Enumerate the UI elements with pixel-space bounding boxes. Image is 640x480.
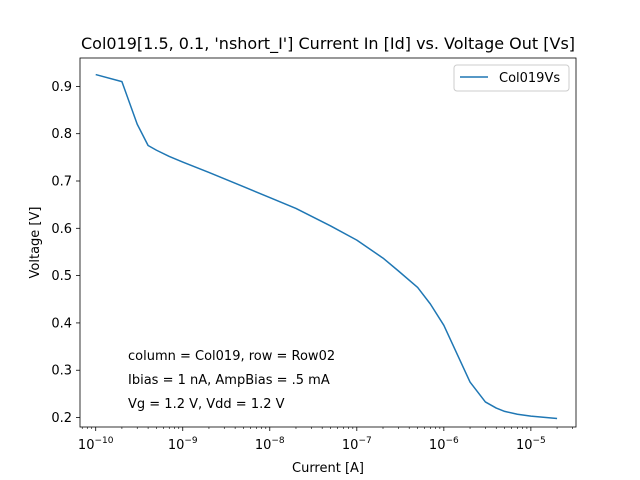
y-tick-label-6: 0.8 xyxy=(51,127,72,142)
annotation-line-2: Ibias = 1 nA, AmpBias = .5 mA xyxy=(128,373,330,388)
x-tick-label-2: 10−8 xyxy=(255,436,285,453)
plot-frame xyxy=(79,57,577,428)
x-tick-label-3: 10−7 xyxy=(342,436,372,453)
plot-area xyxy=(79,57,577,428)
x-axis-label: Current [A] xyxy=(292,461,364,476)
chart-title: Col019[1.5, 0.1, 'nshort_I'] Current In … xyxy=(81,34,575,54)
series-layer xyxy=(95,73,558,420)
annotation-line-1: column = Col019, row = Row02 xyxy=(128,349,335,364)
y-tick-label-1: 0.3 xyxy=(51,364,72,379)
x-axis-ticks: 10−10 10−9 10−8 10−7 10−6 10−5 xyxy=(78,427,573,453)
legend-label: Col019Vs xyxy=(499,71,560,86)
y-axis-label: Voltage [V] xyxy=(28,207,43,279)
y-tick-label-5: 0.7 xyxy=(51,175,72,190)
y-tick-label-0: 0.2 xyxy=(51,411,72,426)
series-line-0 xyxy=(95,73,558,420)
legend: Col019Vs xyxy=(453,64,570,92)
annotation-block: column = Col019, row = Row02 Ibias = 1 n… xyxy=(128,349,335,412)
y-tick-label-3: 0.5 xyxy=(51,269,72,284)
x-tick-label-1: 10−9 xyxy=(168,436,198,453)
y-tick-label-4: 0.6 xyxy=(51,222,72,237)
y-axis-ticks: 0.2 0.3 0.4 0.5 0.6 0.7 0.8 0.9 xyxy=(51,80,80,426)
plot-background xyxy=(80,58,576,427)
x-tick-label-0: 10−10 xyxy=(78,436,114,453)
y-tick-label-2: 0.4 xyxy=(51,316,72,331)
x-tick-label-5: 10−5 xyxy=(516,436,546,453)
annotation-line-3: Vg = 1.2 V, Vdd = 1.2 V xyxy=(128,397,285,412)
y-tick-label-7: 0.9 xyxy=(51,80,72,95)
legend-box xyxy=(453,64,570,92)
x-tick-label-4: 10−6 xyxy=(429,436,459,453)
